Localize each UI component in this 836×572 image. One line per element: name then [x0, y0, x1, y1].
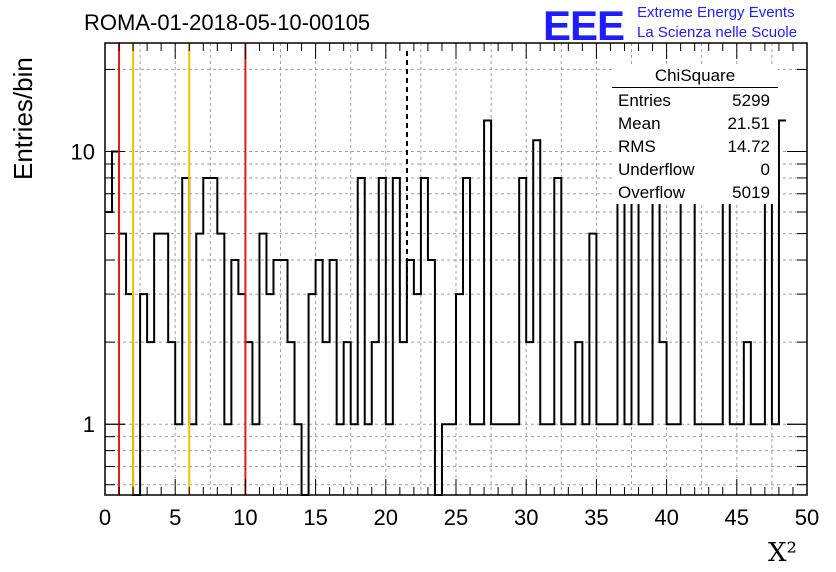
x-tick-label: 25	[444, 505, 468, 530]
stats-row-underflow: Underflow 0	[612, 158, 778, 181]
eee-logo: EEE	[543, 2, 625, 49]
stats-row-rms: RMS 14.72	[612, 135, 778, 158]
x-axis-label: X²	[768, 538, 797, 568]
x-tick-label: 50	[795, 505, 819, 530]
y-axis-label: Entries/bin	[8, 57, 38, 180]
stats-label: Entries	[618, 91, 671, 110]
stats-label: Mean	[618, 114, 661, 133]
x-tick-label: 5	[169, 505, 181, 530]
x-tick-label: 20	[374, 505, 398, 530]
stats-label: RMS	[618, 137, 656, 156]
stats-value: 5019	[732, 183, 770, 202]
x-tick-label: 35	[584, 505, 608, 530]
x-tick-label: 30	[514, 505, 538, 530]
stats-box: ChiSquare Entries 5299 Mean 21.51 RMS 14…	[612, 66, 778, 204]
stats-label: Overflow	[618, 183, 686, 202]
stats-label: Underflow	[618, 160, 695, 179]
stats-value: 21.51	[727, 114, 770, 133]
logo-tagline-2: La Scienza nelle Scuole	[637, 24, 798, 41]
histogram-series	[105, 119, 786, 496]
y-tick-label: 1	[83, 412, 95, 437]
x-tick-label: 40	[654, 505, 678, 530]
x-tick-label: 45	[725, 505, 749, 530]
x-tick-label: 0	[99, 505, 111, 530]
x-tick-label: 15	[303, 505, 327, 530]
chart-title: ROMA-01-2018-05-10-00105	[84, 10, 371, 35]
stats-row-entries: Entries 5299	[612, 89, 778, 112]
x-tick-label: 10	[233, 505, 257, 530]
stats-value: 14.72	[727, 137, 770, 156]
stats-value: 0	[760, 160, 770, 179]
stats-title: ChiSquare	[612, 66, 778, 88]
stats-value: 5299	[732, 91, 770, 110]
stats-row-mean: Mean 21.51	[612, 112, 778, 135]
y-tick-label: 10	[71, 140, 95, 165]
stats-row-overflow: Overflow 5019	[612, 181, 778, 204]
logo-tagline-1: Extreme Energy Events	[637, 4, 795, 21]
